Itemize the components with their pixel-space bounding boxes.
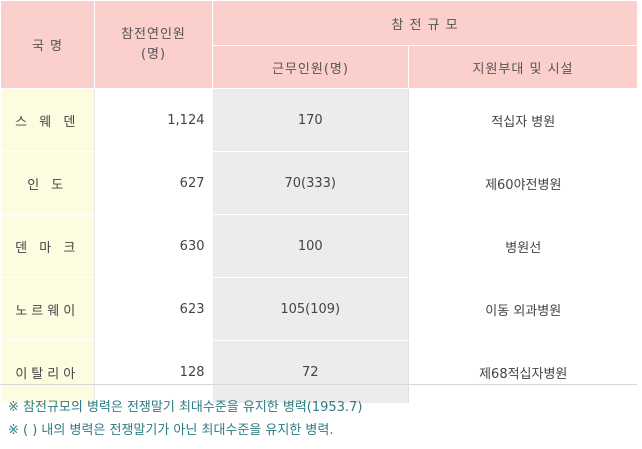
table-body: 스 웨 덴 1,124 170 적십자 병원 인 도 627 70(333) 제…	[0, 88, 638, 404]
support-cell: 이동 외과병원	[408, 277, 638, 341]
header-participants: 참전연인원 (명)	[94, 0, 213, 89]
staff-cell: 72	[212, 340, 409, 404]
footnote: ※ ( ) 내의 병력은 전쟁말기가 아닌 최대수준을 유지한 병력.	[8, 423, 334, 438]
support-cell: 제68적십자병원	[408, 340, 638, 404]
country-cell: 스 웨 덴	[0, 88, 95, 152]
footnotes: ※ 참전규모의 병력은 전쟁말기 최대수준을 유지한 병력(1953.7) ※ …	[8, 396, 633, 442]
header-country: 국 명	[0, 0, 95, 89]
table-row: 노르웨이 623 105(109) 이동 외과병원	[0, 277, 638, 341]
table-row: 스 웨 덴 1,124 170 적십자 병원	[0, 88, 638, 152]
participants-cell: 627	[94, 151, 213, 215]
header-row-top: 국 명 참전연인원 (명) 참 전 규 모	[0, 0, 638, 89]
table-row: 이탈리아 128 72 제68적십자병원	[0, 340, 638, 404]
footnote: ※ 참전규모의 병력은 전쟁말기 최대수준을 유지한 병력(1953.7)	[8, 400, 363, 415]
header-support: 지원부대 및 시설	[408, 45, 638, 89]
header-staff: 근무인원(명)	[212, 45, 409, 89]
support-cell: 병원선	[408, 214, 638, 278]
participants-cell: 623	[94, 277, 213, 341]
table-row: 덴 마 크 630 100 병원선	[0, 214, 638, 278]
country-cell: 인 도	[0, 151, 95, 215]
staff-cell: 170	[212, 88, 409, 152]
header-participants-label: 참전연인원 (명)	[121, 26, 186, 62]
table-row: 인 도 627 70(333) 제60야전병원	[0, 151, 638, 215]
support-cell: 제60야전병원	[408, 151, 638, 215]
country-cell: 이탈리아	[0, 340, 95, 404]
staff-cell: 105(109)	[212, 277, 409, 341]
staff-cell: 70(333)	[212, 151, 409, 215]
participation-table: 국 명 참전연인원 (명) 참 전 규 모 근무인원(명) 지원부대 및 시설 스…	[0, 0, 638, 404]
country-cell: 덴 마 크	[0, 214, 95, 278]
participants-cell: 128	[94, 340, 213, 404]
participants-cell: 1,124	[94, 88, 213, 152]
header-row-bottom: 근무인원(명) 지원부대 및 시설	[1, 45, 638, 89]
staff-cell: 100	[212, 214, 409, 278]
support-cell: 적십자 병원	[408, 88, 638, 152]
table-bottom-rule	[0, 384, 637, 385]
header-scale: 참 전 규 모	[212, 0, 638, 46]
participants-cell: 630	[94, 214, 213, 278]
country-cell: 노르웨이	[0, 277, 95, 341]
